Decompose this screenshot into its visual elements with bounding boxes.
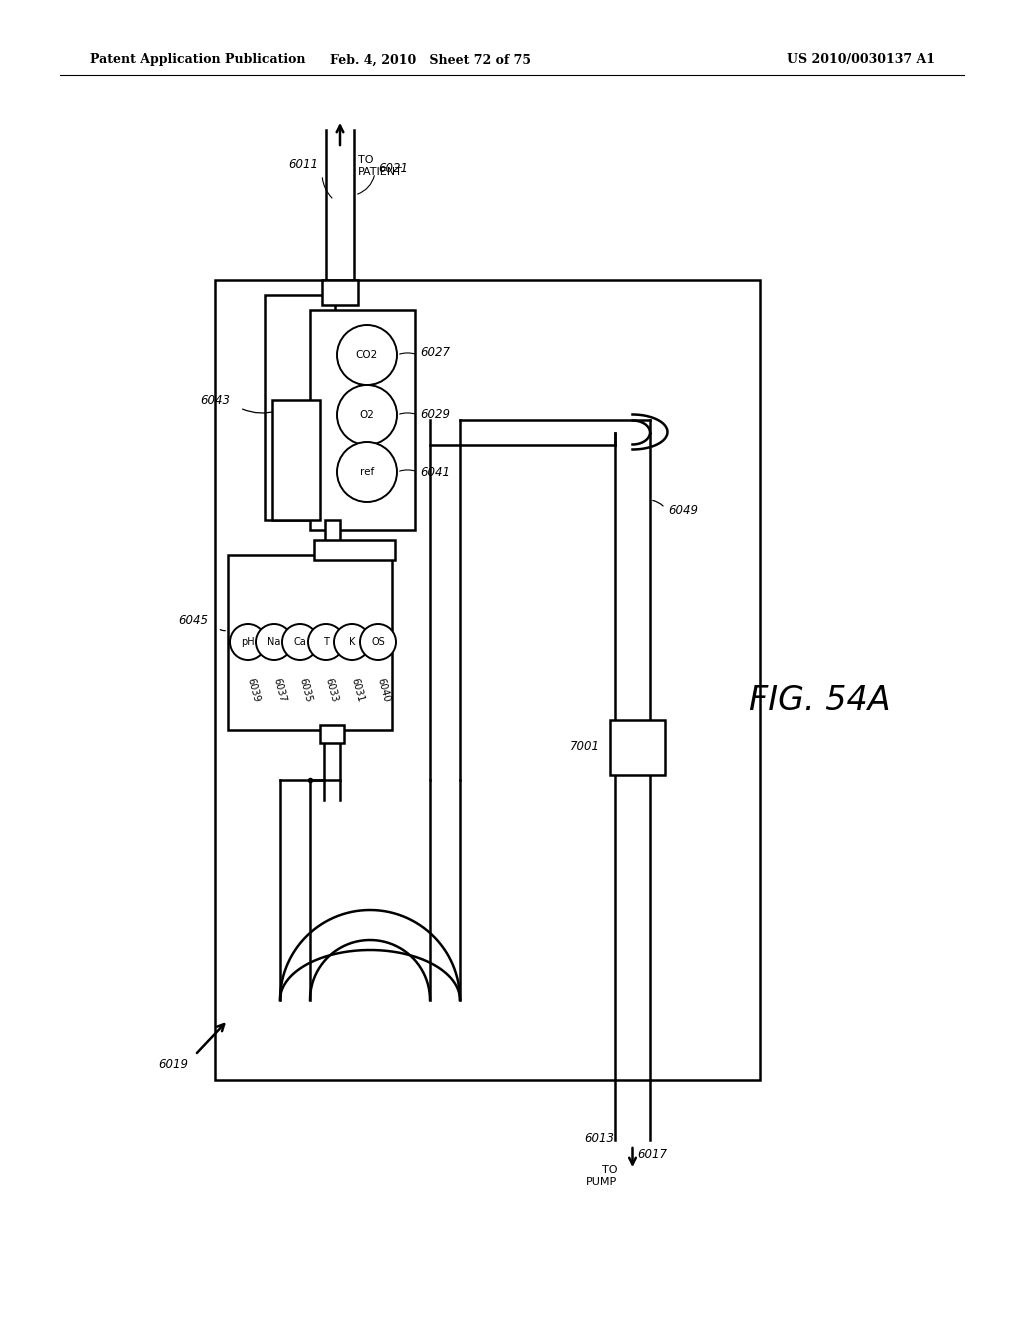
Text: T: T	[323, 638, 329, 647]
Circle shape	[308, 624, 344, 660]
Bar	[215, 280, 760, 1080]
Text: 6027: 6027	[420, 346, 450, 359]
Text: Na: Na	[267, 638, 281, 647]
Text: 6031: 6031	[349, 677, 365, 704]
Text: TO
PATIENT: TO PATIENT	[358, 154, 402, 177]
Text: Feb. 4, 2010   Sheet 72 of 75: Feb. 4, 2010 Sheet 72 of 75	[330, 54, 530, 66]
Circle shape	[282, 624, 318, 660]
Text: 6039: 6039	[245, 677, 261, 704]
Bar	[228, 554, 392, 730]
Bar	[310, 310, 415, 531]
Text: 7001: 7001	[570, 741, 600, 754]
Circle shape	[334, 624, 370, 660]
Circle shape	[337, 325, 397, 385]
Text: 6019: 6019	[158, 1059, 188, 1072]
Text: 6021: 6021	[378, 161, 408, 174]
Circle shape	[256, 624, 292, 660]
Circle shape	[337, 385, 397, 445]
Bar	[314, 540, 395, 560]
Text: 6033: 6033	[323, 677, 339, 704]
Text: 6017: 6017	[638, 1148, 668, 1162]
Text: 6049: 6049	[668, 503, 698, 516]
Text: Ca: Ca	[294, 638, 306, 647]
Text: CO2: CO2	[356, 350, 378, 360]
Text: 6011: 6011	[288, 158, 318, 172]
Bar	[265, 294, 335, 520]
Bar	[322, 280, 358, 305]
Text: 6045: 6045	[178, 614, 208, 627]
Bar	[325, 520, 340, 558]
Text: 6041: 6041	[420, 466, 450, 479]
Bar	[610, 719, 665, 775]
Text: 6040: 6040	[375, 677, 391, 704]
Circle shape	[337, 442, 397, 502]
Text: 6013: 6013	[585, 1131, 614, 1144]
Text: 6029: 6029	[420, 408, 450, 421]
Text: FIG. 54A: FIG. 54A	[750, 684, 891, 717]
Text: Patent Application Publication: Patent Application Publication	[90, 54, 305, 66]
Bar	[319, 725, 344, 743]
Circle shape	[230, 624, 266, 660]
Text: ref: ref	[359, 467, 374, 477]
Circle shape	[360, 624, 396, 660]
Text: 6035: 6035	[297, 677, 313, 704]
Text: OS: OS	[371, 638, 385, 647]
Text: K: K	[349, 638, 355, 647]
Text: 6037: 6037	[271, 677, 287, 704]
Text: 6043: 6043	[200, 393, 230, 407]
Text: TO
PUMP: TO PUMP	[587, 1166, 617, 1187]
Text: pH: pH	[242, 638, 255, 647]
Text: US 2010/0030137 A1: US 2010/0030137 A1	[787, 54, 935, 66]
Text: O2: O2	[359, 411, 375, 420]
Bar	[272, 400, 319, 520]
